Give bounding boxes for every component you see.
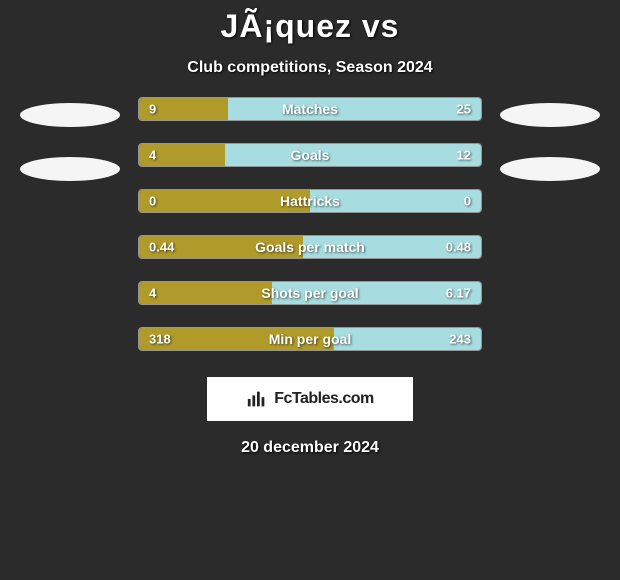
stat-row: Matches 9 25 xyxy=(138,97,482,121)
stat-label: Shots per goal xyxy=(261,285,358,301)
stat-label: Matches xyxy=(282,101,338,117)
stat-value-left: 9 xyxy=(149,102,156,117)
player-avatar-left-1 xyxy=(20,103,120,127)
stat-label: Hattricks xyxy=(280,193,340,209)
stat-value-right: 0.48 xyxy=(446,240,471,255)
stat-value-right: 6.17 xyxy=(446,286,471,301)
stat-value-left: 4 xyxy=(149,148,156,163)
subtitle: Club competitions, Season 2024 xyxy=(0,59,620,77)
stat-value-left: 0.44 xyxy=(149,240,174,255)
stat-value-left: 318 xyxy=(149,332,171,347)
stat-bars: Matches 9 25 Goals 4 12 Hattricks 0 0 Goals per m… xyxy=(138,97,482,351)
player-avatar-right-1 xyxy=(500,103,600,127)
avatar-col-right xyxy=(500,97,600,181)
avatar-col-left xyxy=(20,97,120,181)
page-title: JÃ¡quez vs xyxy=(0,8,620,45)
stat-value-right: 0 xyxy=(464,194,471,209)
site-logo-text: FcTables.com xyxy=(274,390,374,408)
stat-value-right: 12 xyxy=(457,148,471,163)
player-avatar-right-2 xyxy=(500,157,600,181)
stat-label: Goals per match xyxy=(255,239,365,255)
stat-label: Goals xyxy=(291,147,330,163)
stat-label: Min per goal xyxy=(269,331,351,347)
stat-segment-left xyxy=(139,282,272,304)
stat-row: Goals per match 0.44 0.48 xyxy=(138,235,482,259)
stat-value-left: 0 xyxy=(149,194,156,209)
stat-value-right: 243 xyxy=(449,332,471,347)
stat-row: Goals 4 12 xyxy=(138,143,482,167)
stat-row: Min per goal 318 243 xyxy=(138,327,482,351)
player-avatar-left-2 xyxy=(20,157,120,181)
date-text: 20 december 2024 xyxy=(0,439,620,457)
stat-row: Shots per goal 4 6.17 xyxy=(138,281,482,305)
stat-segment-right xyxy=(225,144,482,166)
site-logo[interactable]: FcTables.com xyxy=(207,377,413,421)
stat-segment-right xyxy=(228,98,481,120)
stat-value-left: 4 xyxy=(149,286,156,301)
stat-row: Hattricks 0 0 xyxy=(138,189,482,213)
stat-value-right: 25 xyxy=(457,102,471,117)
bar-chart-icon xyxy=(246,388,268,410)
main-row: Matches 9 25 Goals 4 12 Hattricks 0 0 Goals per m… xyxy=(0,97,620,351)
comparison-card: JÃ¡quez vs Club competitions, Season 202… xyxy=(0,0,620,457)
